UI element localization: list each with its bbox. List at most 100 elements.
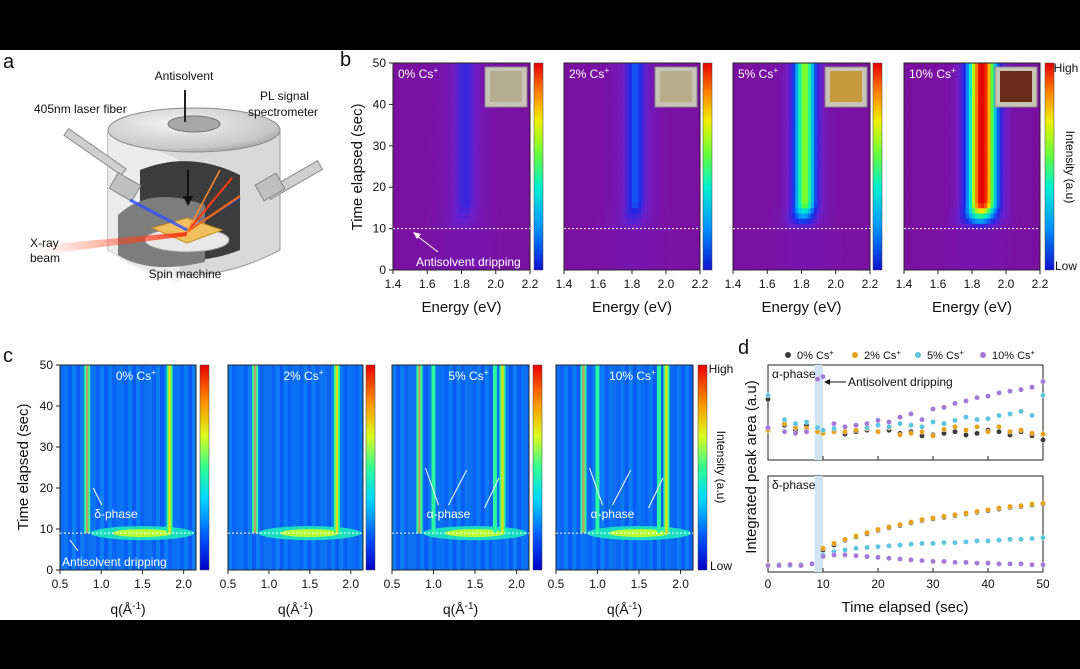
pl-cell [470,68,475,74]
pl-cell [486,130,490,136]
pl-cell [396,140,400,147]
pl-cell [801,192,806,198]
pl-cell [733,249,737,255]
pl-cell [455,171,459,178]
pl-cell [616,254,621,261]
pl-cell [598,259,602,266]
pl-cell [751,68,756,74]
pl-cell [486,207,490,214]
pl-cell [690,207,695,214]
pl-cell [458,171,462,178]
pl-cell [579,119,583,126]
pl-cell [770,254,774,261]
pl-cell [486,135,490,142]
pl-cell [613,197,617,204]
pl-cell [594,254,599,261]
pl-cell [594,140,599,147]
pl-cell [757,197,762,204]
pl-cell [402,145,406,152]
pl-cell [579,187,583,193]
pl-cell [798,197,802,204]
pl-cell [495,130,500,136]
pl-cell [641,68,645,74]
pl-cell [439,78,444,85]
pl-cell [498,187,503,193]
pl-cell [792,140,796,147]
pl-cell [820,145,824,152]
pl-cell [411,88,416,95]
pl-cell [399,109,403,116]
pl-cell [693,249,698,255]
pl-cell [464,63,469,69]
pl-cell [402,213,406,219]
pl-cell [604,192,608,198]
pl-cell [647,104,651,110]
pl-cell [644,88,648,95]
pl-cell [792,182,796,188]
pl-cell [427,218,431,224]
pl-cell [393,171,397,178]
pl-cell [442,135,447,142]
pl-cell [736,63,740,69]
pl-cell [767,223,771,230]
pl-cell [598,244,602,250]
pl-cell [801,259,806,266]
pl-cell [452,192,456,198]
pl-cell [442,249,447,255]
pl-cell [607,249,611,255]
pl-cell [616,228,621,235]
pl-cell [817,238,821,245]
pl-cell [427,238,431,245]
pl-cell [653,114,658,121]
pl-cell [823,192,827,198]
pl-cell [644,187,648,193]
pl-cell [396,94,400,100]
pl-cell [644,161,648,167]
pl-cell [486,228,490,235]
pl-cell [641,114,645,121]
pl-cell [764,156,768,162]
pl-cell [564,264,568,271]
pl-cell [770,218,774,224]
pl-cell [477,264,481,271]
pl-cell [684,135,689,142]
pl-cell [632,68,636,74]
pl-cell [813,207,818,214]
pl-cell [761,130,765,136]
pl-cell [736,238,740,245]
pl-cell [739,264,743,271]
pl-cell [486,171,490,178]
pl-cell [795,207,799,214]
pl-cell [511,176,515,183]
pl-cell [795,130,799,136]
pl-cell [588,171,593,178]
pl-cell [417,218,422,224]
pl-cell [776,63,781,69]
pl-cell [804,259,809,266]
pl-cell [514,187,518,193]
pl-cell [517,119,522,126]
pl-cell [607,264,611,271]
pl-cell [464,125,469,131]
pl-cell [445,88,450,95]
pl-cell [402,207,406,214]
pl-cell [804,197,809,204]
pl-cell [591,187,596,193]
pl-cell [477,244,481,250]
pl-cell [405,140,409,147]
pl-cell [452,109,456,116]
pl-cell [832,213,837,219]
pl-cell [445,140,450,147]
pl-cell [810,150,815,157]
pl-cell [789,104,793,110]
pl-cell [424,171,428,178]
pl-cell [632,192,636,198]
pl-cell [745,244,749,250]
pl-cell [826,176,830,183]
pl-cell [604,130,608,136]
pl-cell [452,207,456,214]
pl-cell [736,223,740,230]
pl-cell [411,218,416,224]
pl-cell [804,150,809,157]
pl-cell [421,161,425,167]
